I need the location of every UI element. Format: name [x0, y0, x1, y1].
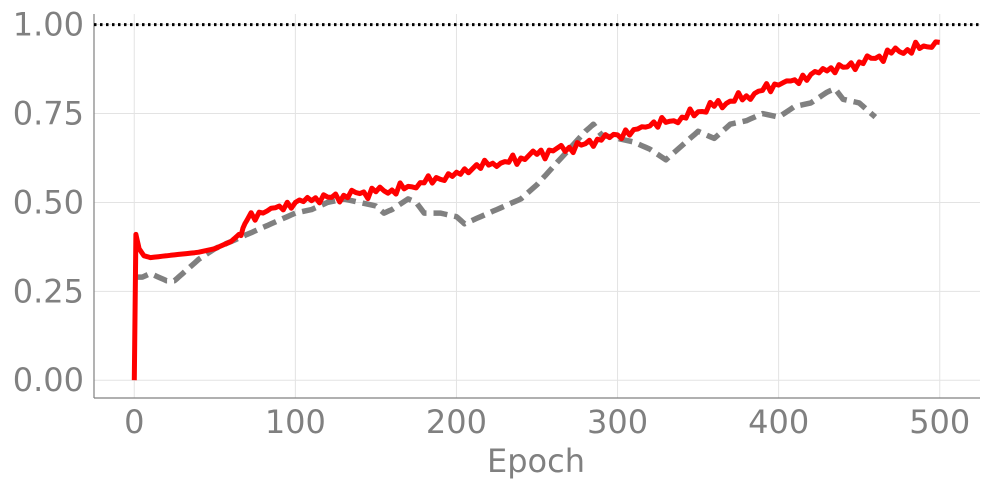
y-tick-label: 0.75: [13, 95, 84, 133]
gray-dashed-series-line: [133, 85, 878, 284]
x-tick-label: 200: [426, 403, 487, 441]
x-tick-label: 400: [748, 403, 809, 441]
red-series-line: [131, 39, 941, 381]
axes: [93, 14, 980, 399]
y-tick-label: 0.25: [13, 272, 84, 310]
x-tick-label: 100: [265, 403, 326, 441]
y-tick-label: 1.00: [13, 6, 84, 44]
grid: [94, 14, 980, 398]
tick-labels: 0 100 200 300 400 500 0.00 0.25 0.50 0.75 1.00: [13, 6, 971, 441]
x-tick-label: 0: [124, 403, 144, 441]
y-tick-label: 0.50: [13, 183, 84, 221]
x-axis-title: Epoch: [487, 442, 585, 480]
x-tick-label: 500: [909, 403, 970, 441]
y-tick-label: 0.00: [13, 361, 84, 399]
x-tick-label: 300: [587, 403, 648, 441]
series-layer: [131, 39, 941, 381]
